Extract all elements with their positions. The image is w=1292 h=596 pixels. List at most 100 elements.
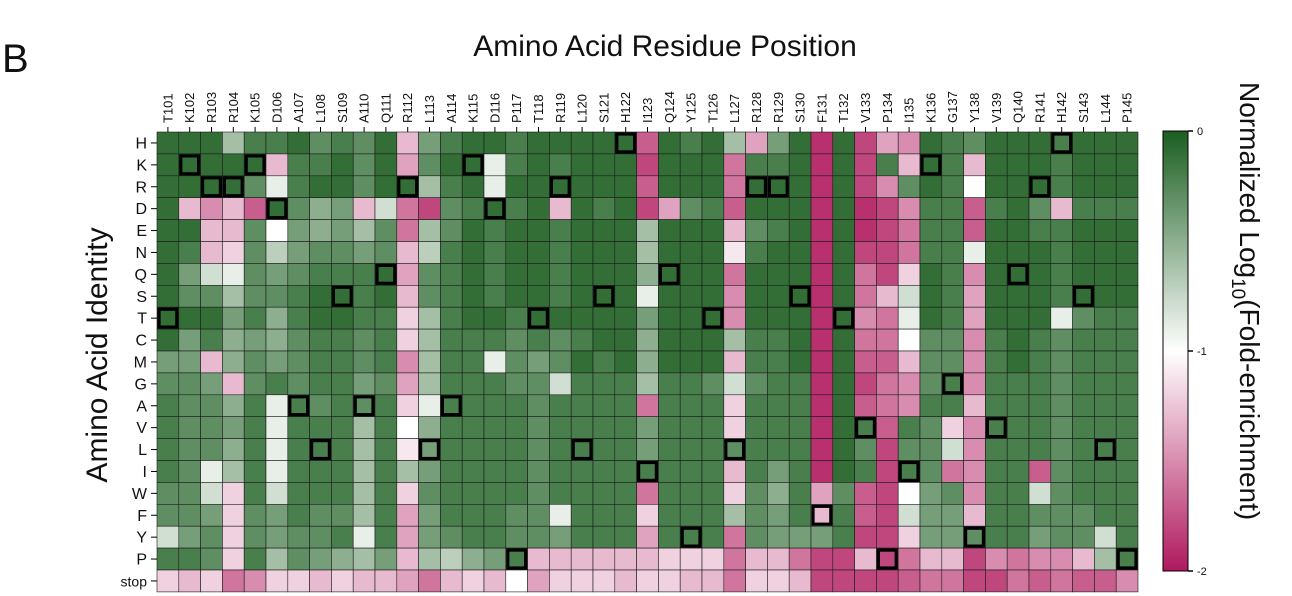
heatmap-cell <box>570 547 594 571</box>
heatmap-cell <box>222 547 245 571</box>
heatmap-cell <box>592 131 616 155</box>
heatmap-cell <box>309 175 332 199</box>
heatmap-cell <box>440 460 463 483</box>
heatmap-cell <box>309 569 332 593</box>
heatmap-cell <box>156 438 180 461</box>
heatmap-cell <box>592 569 616 593</box>
heatmap-cell <box>1028 547 1052 571</box>
heatmap-cell <box>832 525 855 549</box>
heatmap-cell <box>374 503 398 527</box>
heatmap-cell <box>985 482 1008 505</box>
heatmap-cell <box>1115 482 1139 505</box>
heatmap-cell <box>941 482 964 505</box>
colorbar-label-main: Normalized Log <box>1234 82 1265 278</box>
heatmap-cell <box>156 219 180 242</box>
heatmap-cell <box>876 328 899 352</box>
colorbar-tick-label: 0 <box>1197 126 1203 138</box>
heatmap-cell <box>178 284 201 308</box>
heatmap-cell <box>461 569 485 593</box>
heatmap-cell <box>854 438 877 461</box>
heatmap-cell <box>876 153 899 177</box>
heatmap-cell <box>985 569 1008 593</box>
heatmap-cell <box>222 460 245 483</box>
heatmap-cell <box>331 372 354 396</box>
heatmap-cell <box>178 569 201 593</box>
heatmap-cell <box>1006 394 1030 417</box>
heatmap-cell <box>549 482 572 505</box>
heatmap-cell <box>745 131 768 155</box>
heatmap-cell <box>701 416 725 439</box>
heatmap-cell <box>745 438 768 461</box>
heatmap-cell <box>963 569 986 593</box>
heatmap-cell <box>287 263 310 286</box>
heatmap-cell <box>265 131 289 155</box>
heatmap-cell <box>745 394 768 417</box>
heatmap-cell <box>549 569 572 593</box>
heatmap-cell <box>287 503 310 527</box>
heatmap-cell <box>701 350 725 374</box>
heatmap-cell <box>549 525 572 549</box>
heatmap-cell <box>156 394 180 417</box>
heatmap-cell <box>636 241 659 264</box>
heatmap-cell <box>505 438 528 461</box>
heatmap-cell <box>178 350 201 374</box>
heatmap-cell <box>832 460 855 483</box>
heatmap-cell <box>396 241 419 264</box>
wildtype-highlight-box <box>397 176 419 198</box>
x-tick-label: S121 <box>596 93 611 123</box>
heatmap-cell <box>461 284 485 308</box>
heatmap-cell <box>418 482 441 505</box>
y-tick-label: D <box>135 201 147 218</box>
heatmap-cell <box>265 482 289 505</box>
heatmap-cell <box>287 131 310 155</box>
heatmap-cell <box>505 131 528 155</box>
wildtype-highlight-box <box>1116 548 1138 570</box>
heatmap-cell <box>331 219 354 242</box>
heatmap-cell <box>592 153 616 177</box>
heatmap-cell <box>483 350 507 374</box>
heatmap-cell <box>767 241 790 264</box>
heatmap-cell <box>200 525 223 549</box>
heatmap-cell <box>1115 306 1139 330</box>
heatmap-cell <box>658 175 681 199</box>
x-tick-label: V139 <box>989 93 1004 123</box>
heatmap-cell <box>396 569 419 593</box>
heatmap-cell <box>570 153 594 177</box>
heatmap-cell <box>592 350 616 374</box>
heatmap-cell <box>941 306 964 330</box>
heatmap-cell <box>374 131 398 155</box>
heatmap-cell <box>897 416 921 439</box>
heatmap-cell <box>1050 569 1073 593</box>
heatmap-cell <box>919 328 943 352</box>
heatmap-cell <box>919 372 943 396</box>
heatmap-cell <box>701 197 725 220</box>
heatmap-cell <box>658 328 681 352</box>
heatmap-cell <box>527 569 550 593</box>
heatmap-cell <box>243 284 267 308</box>
heatmap-cell <box>810 525 834 549</box>
heatmap-cell <box>396 525 419 549</box>
heatmap-cell <box>200 438 223 461</box>
heatmap-cell <box>1072 328 1095 352</box>
x-tick-label: T118 <box>531 94 546 123</box>
heatmap-cell <box>810 372 834 396</box>
heatmap-cell <box>963 175 986 199</box>
heatmap-cell <box>243 328 267 352</box>
heatmap-cell <box>374 569 398 593</box>
heatmap-cell <box>876 131 899 155</box>
x-tick-label: Y125 <box>684 93 699 123</box>
heatmap-cell <box>614 306 637 330</box>
heatmap-cell <box>1050 284 1073 308</box>
y-tick-label: F <box>137 508 147 525</box>
heatmap-cell <box>1115 219 1139 242</box>
heatmap-cell <box>1072 197 1095 220</box>
heatmap-cell <box>287 482 310 505</box>
heatmap-cell <box>243 197 267 220</box>
heatmap-cells <box>156 131 1139 593</box>
heatmap-cell <box>549 394 572 417</box>
x-tick-label: P145 <box>1120 93 1135 123</box>
heatmap-cell <box>1072 394 1095 417</box>
heatmap-cell <box>440 197 463 220</box>
heatmap-cell <box>592 219 616 242</box>
x-tick-labels: T101 K102 R103 R104 K105 D106 A107 L108 S109 A110… <box>160 91 1135 132</box>
